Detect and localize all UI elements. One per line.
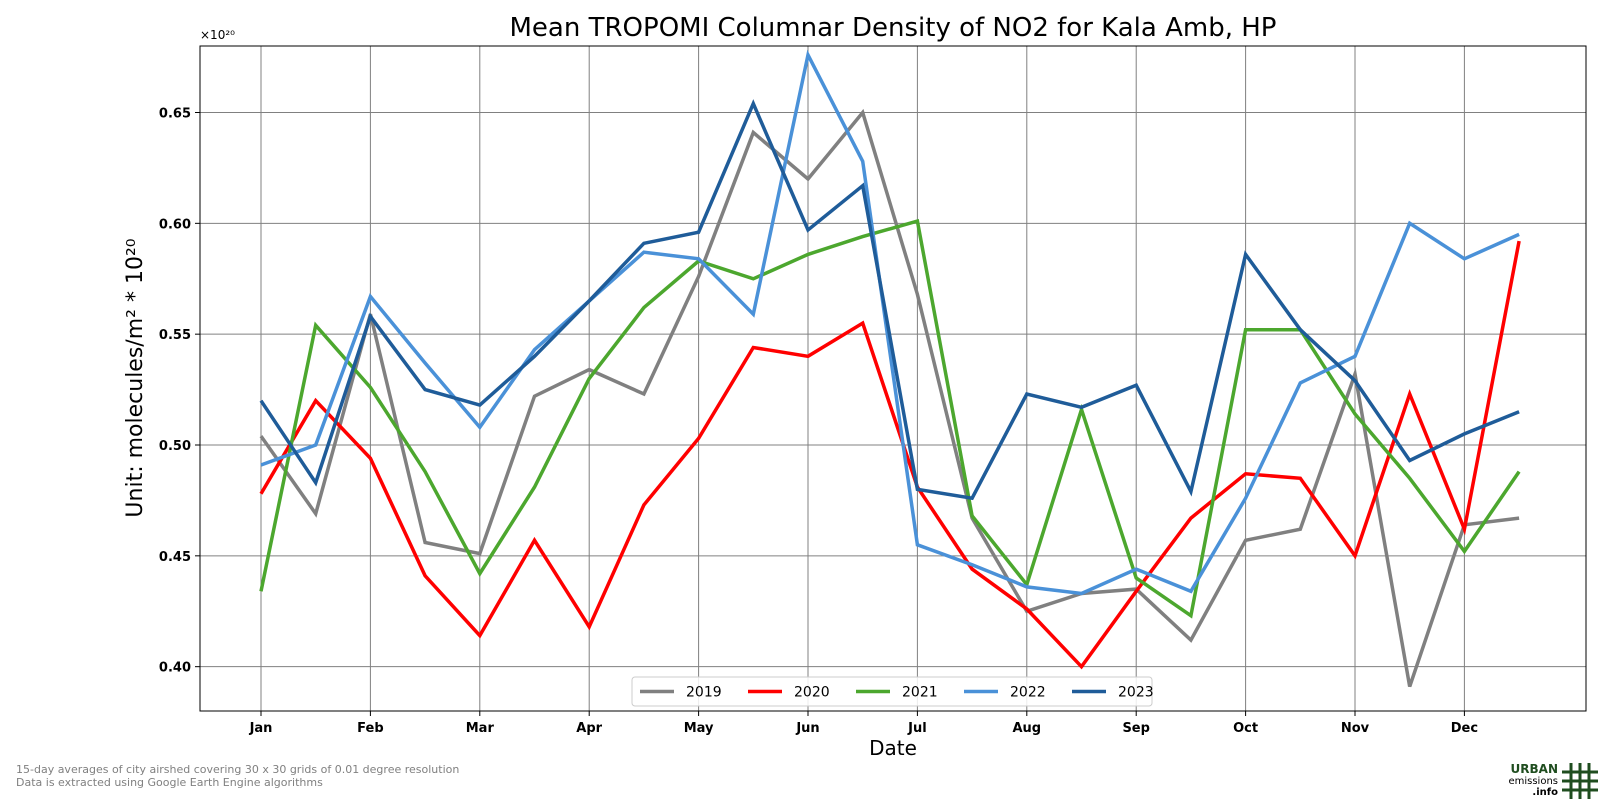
x-tick-label: Mar — [466, 721, 495, 736]
footnote-line-2: Data is extracted using Google Earth Eng… — [16, 776, 323, 789]
series-lines — [259, 49, 1521, 688]
y-tick-label: 0.55 — [159, 328, 191, 343]
legend: 2019 2020 2021 2022 2023 — [631, 676, 1154, 707]
chart-title: Mean TROPOMI Columnar Density of NO2 for… — [510, 13, 1277, 43]
y-tick-label: 0.60 — [159, 217, 191, 232]
x-tick-label: Oct — [1233, 721, 1258, 736]
series-line-2020 — [259, 240, 1521, 670]
logo-line-2: emissions — [1508, 776, 1558, 787]
x-tick-label: Nov — [1341, 721, 1370, 736]
x-tick-label: Aug — [1012, 721, 1041, 736]
logo-line-1: URBAN — [1510, 762, 1558, 776]
footnote-line-1: 15-day averages of city airshed covering… — [16, 763, 460, 776]
x-tick-label: May — [684, 721, 714, 736]
series-line-2023 — [259, 99, 1520, 501]
logo-grid-icon — [1562, 763, 1598, 799]
x-tick-label: Feb — [357, 721, 383, 736]
series-line-2019 — [259, 108, 1520, 688]
x-axis-label: Date — [869, 736, 917, 760]
x-tick-label: Apr — [576, 721, 602, 736]
y-multiplier-label: ×10²⁰ — [200, 28, 235, 42]
y-tick-label: 0.65 — [159, 107, 191, 122]
logo-line-3: .info — [1532, 787, 1558, 798]
y-tick-label: 0.45 — [159, 550, 191, 565]
legend-label-2023: 2023 — [1118, 685, 1154, 701]
y-axis-ticks: 0.40 0.45 0.50 0.55 0.60 0.65 — [159, 107, 200, 676]
x-tick-label: Jan — [249, 721, 273, 736]
x-tick-label: Jun — [795, 721, 819, 736]
x-tick-label: Dec — [1451, 721, 1478, 736]
x-tick-label: Jul — [907, 721, 927, 736]
legend-box — [631, 676, 1153, 707]
legend-label-2020: 2020 — [794, 685, 830, 701]
legend-label-2021: 2021 — [902, 685, 938, 701]
urban-emissions-logo: URBAN emissions .info — [1502, 762, 1600, 800]
legend-label-2022: 2022 — [1010, 685, 1046, 701]
series-line-2022 — [260, 49, 1520, 596]
y-tick-label: 0.40 — [159, 661, 191, 676]
x-axis-ticks: Jan Feb Mar Apr May Jun Jul Aug Sep Oct Nov Dec — [249, 711, 1478, 736]
y-axis-label: Unit: molecules/m² * 10²⁰ — [123, 238, 148, 517]
x-tick-label: Sep — [1122, 721, 1150, 736]
series-line-2021 — [259, 218, 1521, 619]
plot-frame — [199, 45, 1587, 712]
legend-label-2019: 2019 — [686, 685, 722, 701]
chart: Mean TROPOMI Columnar Density of NO2 for… — [123, 13, 1587, 760]
y-tick-label: 0.50 — [159, 439, 191, 454]
